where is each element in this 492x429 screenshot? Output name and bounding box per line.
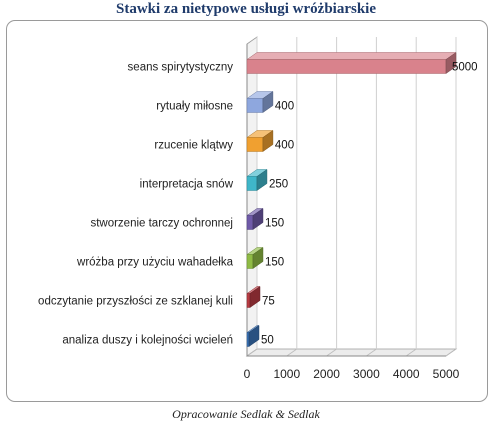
- bar-front: [246, 137, 264, 152]
- chart-title: Stawki za nietypowe usługi wróżbiarskie: [115, 1, 376, 17]
- bar-end: [262, 130, 274, 152]
- data-label: 400: [275, 140, 294, 152]
- grid-floor-line: [286, 348, 298, 357]
- grid-floor-line: [326, 348, 337, 357]
- labels: 0 1000 2000 3000 4000 5000 seans spirytystyczn…: [38, 62, 478, 382]
- floor: [245, 348, 458, 357]
- x-tick-label: 5000: [433, 367, 460, 381]
- bar-front: [246, 59, 447, 74]
- bar: [246, 52, 457, 74]
- bar-end: [249, 286, 261, 308]
- category-label: stworzenie tarczy ochronnej: [90, 218, 233, 230]
- bar: [246, 130, 274, 152]
- category-label: odczytanie przyszłości ze szklanej kuli: [38, 296, 233, 308]
- bar-end: [252, 247, 264, 269]
- bar: [246, 286, 261, 308]
- bar: [246, 91, 274, 113]
- grid-floor-line: [246, 348, 258, 357]
- bar-end: [248, 325, 260, 347]
- source-note: Opracowanie Sedlak & Sedlak: [172, 407, 320, 421]
- category-label: rzucenie klątwy: [154, 140, 233, 152]
- x-tick-label: 1000: [273, 367, 300, 381]
- category-label: interpretacja snów: [140, 179, 234, 191]
- bar-front: [246, 254, 254, 269]
- bar-end: [445, 52, 457, 74]
- side-wall: [246, 36, 258, 357]
- bar-end: [256, 169, 268, 191]
- grid-floor-line: [366, 348, 377, 357]
- x-tick-label: 3000: [353, 367, 380, 381]
- data-label: 50: [261, 335, 274, 347]
- bar-front: [246, 215, 254, 230]
- category-label: rytuały miłosne: [156, 101, 233, 113]
- data-label: 250: [269, 179, 288, 191]
- data-label: 5000: [452, 62, 478, 74]
- x-tick-label: 0: [244, 367, 251, 381]
- category-label: analiza duszy i kolejności wcieleń: [62, 335, 233, 347]
- gridlines: [246, 37, 457, 357]
- bar-front: [246, 293, 251, 308]
- bar: [246, 247, 264, 269]
- bar-top: [246, 52, 457, 60]
- bar: [246, 169, 268, 191]
- bar-front: [246, 176, 258, 191]
- x-tick-label: 2000: [313, 367, 340, 381]
- bar-front: [246, 332, 250, 347]
- data-label: 150: [265, 218, 284, 230]
- chart-walls: [245, 36, 458, 357]
- bar-end: [252, 208, 264, 230]
- category-label: wróżba przy użyciu wahadełka: [76, 257, 234, 269]
- bar-end: [262, 91, 274, 113]
- bars: [246, 52, 457, 347]
- bar-front: [246, 98, 264, 113]
- category-label: seans spirytystyczny: [128, 62, 234, 74]
- data-label: 150: [265, 257, 284, 269]
- grid-floor-line: [405, 348, 417, 357]
- bar: [246, 208, 264, 230]
- x-tick-label: 4000: [393, 367, 420, 381]
- grid-floor-line: [445, 348, 457, 357]
- data-label: 75: [262, 296, 275, 308]
- data-label: 400: [275, 101, 294, 113]
- bar: [246, 325, 260, 347]
